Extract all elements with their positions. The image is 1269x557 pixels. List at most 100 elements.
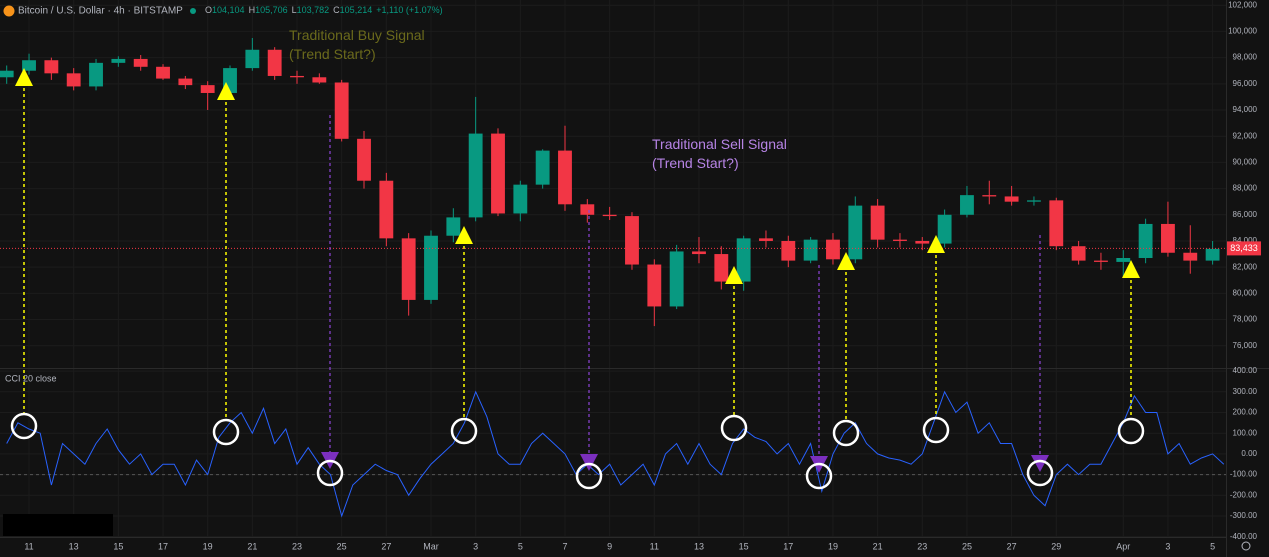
candle-body [937, 214, 952, 244]
candle-body [468, 133, 483, 218]
sell-arrow [580, 454, 598, 471]
candle-body [357, 138, 371, 181]
candle-body [580, 204, 595, 215]
y-tick-label: 102,000 [1228, 0, 1257, 9]
y-tick-label: -300.00 [1230, 511, 1258, 520]
annotation-line: Traditional Sell Signal [652, 136, 787, 152]
x-tick-label: 15 [113, 541, 123, 551]
y-tick-label: 96,000 [1233, 79, 1258, 88]
candle-body [133, 58, 148, 67]
candle-body [111, 58, 126, 63]
signal-circle [805, 462, 833, 490]
x-tick-label: 19 [828, 541, 838, 551]
candle-body [647, 264, 662, 307]
x-tick-label: Mar [423, 541, 439, 551]
x-tick-label: Apr [1116, 541, 1130, 551]
x-tick-label: 27 [381, 541, 391, 551]
candle-body [759, 238, 773, 241]
x-tick-label: 5 [518, 541, 523, 551]
signal-circle [575, 462, 603, 490]
signal-circle [720, 414, 748, 442]
x-tick-label: 19 [203, 541, 213, 551]
x-tick-label: 23 [917, 541, 927, 551]
candle-body [1049, 200, 1064, 247]
sell-arrow [1031, 455, 1049, 472]
market-status [190, 8, 196, 14]
ohlc-change: +1,110 (+1.07%) [376, 5, 442, 15]
candle-body [267, 49, 282, 76]
buy-arrow [455, 226, 473, 244]
y-tick-label: 100,000 [1228, 27, 1257, 36]
candle-body [625, 216, 639, 265]
candle-body [960, 195, 974, 215]
y-tick-label: 86,000 [1233, 210, 1258, 219]
candle-body [714, 254, 729, 282]
signal-circle [10, 412, 38, 440]
x-tick-label: 9 [607, 541, 612, 551]
candle-body [22, 60, 36, 71]
candle-body [290, 75, 304, 78]
candle-body [803, 239, 818, 261]
candle-body [893, 239, 907, 241]
candle-body [44, 60, 59, 74]
y-tick-label: 300.00 [1233, 387, 1258, 396]
grid [0, 0, 1226, 537]
candle-body [312, 77, 327, 83]
settings-icon[interactable] [1241, 541, 1251, 551]
y-tick-label: 100.00 [1233, 428, 1258, 437]
candle-body [379, 180, 394, 239]
x-tick-label: 29 [1051, 541, 1061, 551]
ohlc-value: 105,214 [340, 5, 373, 15]
x-tick-label: 17 [783, 541, 793, 551]
candle-body [982, 195, 997, 197]
x-tick-label: 15 [739, 541, 749, 551]
last-price-box [1227, 241, 1261, 256]
x-tick-label: 3 [1165, 541, 1170, 551]
y-tick-label: 84,000 [1233, 236, 1258, 245]
buy-arrow [1122, 260, 1140, 278]
ohlc-key: O [205, 5, 212, 15]
y-tick-label: 200.00 [1233, 408, 1258, 417]
x-tick-label: 5 [1210, 541, 1215, 551]
candle-body [915, 240, 930, 244]
y-tick-label: 88,000 [1233, 184, 1258, 193]
candle-body [491, 133, 505, 214]
buy-arrow [217, 82, 235, 100]
candle-body [1094, 260, 1108, 262]
y-tick-label: 400.00 [1233, 366, 1258, 375]
signal-circle [212, 418, 240, 446]
x-tick-label: 25 [337, 541, 347, 551]
candle-body [558, 150, 572, 205]
ohlc-value: 104,104 [212, 5, 245, 15]
cci-title: CCI 20 close [5, 373, 57, 383]
y-tick-label: -400.00 [1230, 532, 1258, 541]
ohlc-key: L [292, 5, 297, 15]
y-tick-label: 90,000 [1233, 158, 1258, 167]
x-tick-label: 21 [247, 541, 257, 551]
x-tick-label: 17 [158, 541, 168, 551]
candle-body [535, 150, 550, 185]
signal-circle [1117, 417, 1145, 445]
candle-body [692, 251, 706, 255]
ohlc-header: O104,104 H105,706 L103,782 C105,214 +1,110 (… [205, 5, 443, 15]
candle-body [870, 205, 885, 240]
buy-arrow [837, 252, 855, 270]
x-tick-label: 23 [292, 541, 302, 551]
x-tick-label: 27 [1007, 541, 1017, 551]
candle-body [826, 239, 840, 260]
y-tick-label: 76,000 [1233, 341, 1258, 350]
candle-body [178, 78, 193, 86]
candle-body [1004, 196, 1019, 202]
signals [10, 68, 1145, 490]
y-tick-label: 0.00 [1241, 449, 1257, 458]
y-tick-label: 80,000 [1233, 288, 1258, 297]
signal-circle [450, 417, 478, 445]
candle-body [156, 66, 170, 79]
candle-body [1161, 223, 1175, 253]
candle-body [446, 217, 461, 236]
ohlc-value: 105,706 [255, 5, 288, 15]
candle-body [669, 251, 684, 307]
signal-circle [316, 459, 344, 487]
candle-body [1116, 257, 1131, 262]
